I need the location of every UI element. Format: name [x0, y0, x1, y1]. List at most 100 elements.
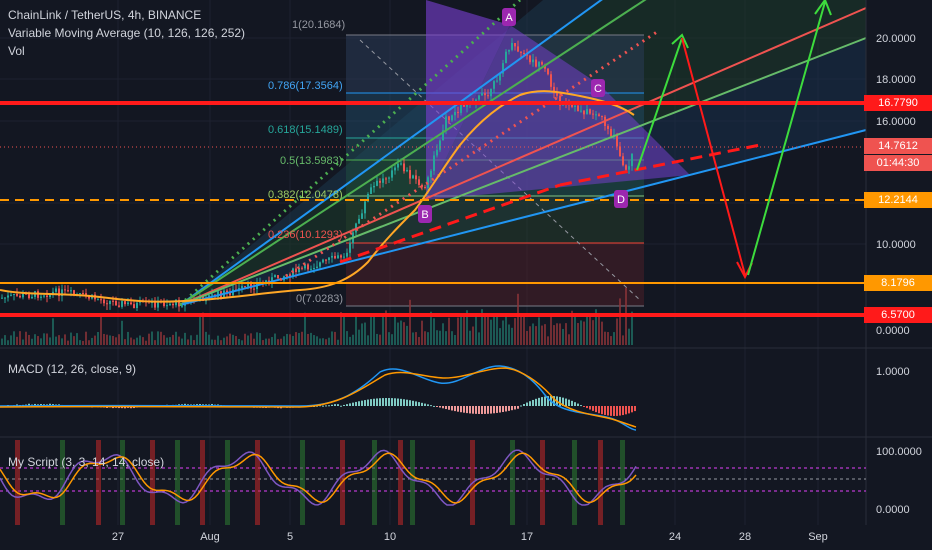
- volume-bar: [313, 335, 315, 345]
- volume-bar: [13, 331, 15, 345]
- candle-body: [628, 166, 630, 170]
- macd-bar: [577, 403, 579, 406]
- volume-bar: [367, 335, 369, 345]
- volume-bar: [91, 337, 93, 345]
- volume-bar: [40, 338, 42, 345]
- macd-bar: [28, 403, 30, 406]
- candle-body: [136, 302, 138, 308]
- volume-bar: [232, 334, 234, 345]
- candle-body: [529, 55, 531, 63]
- candle-body: [607, 125, 609, 129]
- time-axis: 27 Aug 5 10 17 24 28 Sep: [112, 531, 828, 543]
- macd-bar: [586, 406, 588, 409]
- macd-bar: [316, 405, 318, 407]
- candle-body: [376, 180, 378, 186]
- oscillator-legend[interactable]: My Script (3, 3, 14, 14, close): [8, 455, 165, 469]
- macd-bar: [322, 405, 324, 407]
- volume-bar: [100, 316, 102, 345]
- candle-body: [169, 303, 171, 306]
- volume-bar: [358, 329, 360, 345]
- volume-bar: [172, 334, 174, 345]
- x-tick: 5: [287, 531, 293, 543]
- osc-tick: 0.0000: [876, 504, 910, 516]
- volume-bar: [631, 311, 633, 345]
- candle-body: [460, 105, 462, 113]
- pattern-bcd: [426, 25, 690, 200]
- candle-body: [13, 294, 15, 296]
- candle-body: [166, 305, 168, 307]
- candle-body: [58, 288, 60, 297]
- candle-body: [490, 88, 492, 97]
- macd-bar: [559, 396, 561, 406]
- macd-bar: [421, 402, 423, 406]
- symbol-title[interactable]: ChainLink / TetherUS, 4h, BINANCE: [8, 8, 202, 22]
- candle-body: [46, 295, 48, 298]
- price-axis: 20.0000 18.0000 16.0000 10.0000 0.0000 1…: [876, 33, 922, 516]
- volume-bar: [277, 339, 279, 345]
- macd-bar: [433, 405, 435, 407]
- candle-body: [244, 286, 246, 288]
- volume-bar: [571, 310, 573, 345]
- macd-bar: [541, 397, 543, 406]
- volume-title[interactable]: Vol: [8, 44, 25, 58]
- candle-body: [382, 178, 384, 183]
- volume-bar: [379, 334, 381, 345]
- candle-body: [493, 81, 495, 89]
- candle-body: [247, 283, 249, 287]
- candle-body: [622, 156, 624, 166]
- candle-body: [430, 170, 432, 178]
- volume-bar: [85, 331, 87, 345]
- volume-bar: [412, 332, 414, 345]
- candle-body: [310, 268, 312, 270]
- volume-bar: [502, 320, 504, 345]
- macd-signal-line: [0, 367, 637, 428]
- header-legend: ChainLink / TetherUS, 4h, BINANCE Variab…: [8, 6, 245, 60]
- candle-body: [22, 293, 24, 298]
- macd-bar: [607, 406, 609, 416]
- volume-bar: [469, 330, 471, 345]
- candle-body: [625, 165, 627, 170]
- volume-bar: [448, 317, 450, 345]
- volume-bar: [340, 312, 342, 345]
- candle-body: [538, 62, 540, 67]
- x-tick: 24: [669, 531, 681, 543]
- macd-bar: [511, 406, 513, 411]
- macd-bar: [622, 406, 624, 416]
- volume-bar: [238, 338, 240, 345]
- volume-bar: [403, 322, 405, 345]
- macd-bar: [490, 406, 492, 414]
- point-d: D: [617, 194, 625, 206]
- volume-bar: [82, 340, 84, 345]
- macd-bar: [394, 398, 396, 406]
- macd-bar: [403, 399, 405, 406]
- volume-bar: [613, 332, 615, 345]
- indicator-title[interactable]: Variable Moving Average (10, 126, 126, 2…: [8, 26, 246, 40]
- macd-bar: [484, 406, 486, 414]
- macd-bar: [445, 406, 447, 410]
- volume-bar: [43, 333, 45, 345]
- candle-body: [442, 130, 444, 141]
- candle-body: [70, 290, 72, 292]
- macd-bar: [457, 406, 459, 412]
- volume-bar: [556, 323, 558, 345]
- volume-bar: [19, 331, 21, 345]
- volume-bar: [112, 335, 114, 345]
- pattern-xab: [426, 0, 510, 200]
- macd-bar: [427, 404, 429, 406]
- volume-bar: [499, 328, 501, 345]
- volume-bar: [127, 331, 129, 345]
- volume-bar: [460, 316, 462, 345]
- candle-body: [304, 264, 306, 269]
- volume-bar: [391, 334, 393, 345]
- macd-bar: [589, 406, 591, 410]
- volume-bar: [148, 333, 150, 345]
- volume-bar: [436, 330, 438, 345]
- candle-body: [601, 115, 603, 117]
- candle-body: [496, 80, 498, 82]
- volume-bar: [592, 320, 594, 345]
- x-tick: Aug: [200, 531, 220, 543]
- macd-bar: [505, 406, 507, 412]
- volume-bar: [304, 312, 306, 345]
- macd-legend[interactable]: MACD (12, 26, close, 9): [8, 362, 137, 376]
